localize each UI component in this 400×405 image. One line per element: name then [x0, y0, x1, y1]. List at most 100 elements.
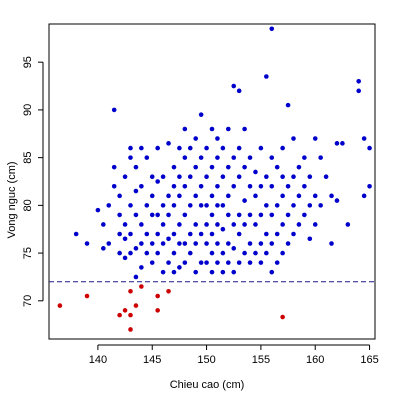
data-point-above [111, 107, 117, 113]
data-point-above [334, 198, 340, 203]
data-point-above [220, 203, 226, 208]
data-point-above [117, 231, 122, 237]
y-axis-label: Vong nguc (cm) [6, 161, 18, 238]
data-point-above [187, 231, 193, 237]
data-point-above [258, 183, 264, 189]
data-point-above [182, 183, 188, 189]
data-point-above [269, 241, 275, 246]
data-point-above [269, 212, 275, 218]
data-point-above [149, 212, 155, 218]
data-point-above [111, 183, 117, 189]
data-point-above [187, 203, 193, 208]
data-point-above [209, 126, 215, 132]
data-point-below [166, 288, 171, 294]
data-point-below [128, 312, 133, 318]
data-point-above [356, 88, 362, 94]
y-tick-label: 70 [22, 295, 34, 307]
data-point-above [133, 188, 139, 194]
data-point-above [236, 88, 242, 94]
data-point-above [215, 136, 220, 141]
data-point-above [269, 183, 275, 189]
data-point-below [57, 303, 63, 308]
data-point-above [226, 241, 231, 246]
data-point-above [166, 212, 171, 218]
data-point-above [177, 222, 182, 227]
data-point-above [253, 169, 258, 175]
data-point-above [139, 265, 144, 270]
data-point-above [274, 260, 280, 265]
data-point-above [220, 250, 226, 256]
data-point-above [258, 212, 264, 218]
data-point-above [84, 241, 90, 246]
data-point-above [177, 193, 182, 199]
data-point-above [291, 231, 296, 237]
data-point-above [231, 222, 237, 227]
data-point-above [182, 241, 188, 246]
data-point-above [187, 145, 193, 151]
data-point-above [187, 250, 193, 256]
data-point-above [204, 241, 209, 246]
x-tick-label: 155 [252, 354, 270, 366]
x-tick-label: 160 [306, 354, 324, 366]
data-point-above [204, 222, 209, 227]
data-point-above [247, 155, 253, 160]
data-point-above [128, 203, 133, 208]
data-point-above [198, 203, 204, 208]
data-point-above [236, 145, 242, 151]
data-point-above [160, 222, 166, 227]
data-point-above [144, 203, 150, 208]
data-point-above [122, 222, 128, 227]
data-point-above [247, 212, 253, 218]
data-point-above [139, 183, 144, 189]
data-point-above [302, 212, 307, 218]
data-point-above [220, 145, 226, 151]
data-point-above [160, 241, 166, 246]
data-point-above [296, 164, 302, 170]
data-point-above [160, 269, 166, 275]
data-point-above [307, 236, 313, 242]
data-point-above [73, 231, 79, 237]
y-tick-label: 85 [22, 152, 34, 164]
data-point-above [280, 250, 285, 256]
data-point-below [139, 284, 144, 289]
data-point-above [177, 265, 182, 270]
data-point-above [291, 203, 296, 208]
data-point-above [128, 231, 133, 237]
data-point-above [274, 164, 280, 170]
data-point-above [133, 274, 139, 280]
data-point-above [182, 155, 188, 160]
data-point-above [291, 136, 296, 141]
data-point-above [209, 212, 215, 218]
data-point-above [144, 231, 150, 237]
data-point-above [269, 269, 275, 275]
data-point-above [247, 260, 253, 265]
data-point-above [274, 203, 280, 208]
data-point-above [264, 203, 269, 208]
data-point-above [209, 269, 215, 275]
data-point-above [226, 260, 231, 265]
data-point-above [204, 203, 209, 208]
data-point-above [258, 260, 264, 265]
data-point-above [253, 250, 258, 256]
data-point-above [155, 212, 160, 218]
data-point-above [280, 174, 285, 180]
data-point-above [312, 222, 318, 227]
data-point-above [367, 183, 372, 189]
data-point-above [177, 241, 182, 246]
data-point-above [215, 203, 220, 208]
data-point-above [198, 231, 204, 237]
y-tick-label: 75 [22, 247, 34, 259]
data-point-above [231, 183, 237, 189]
data-point-above [312, 193, 318, 199]
data-point-above [215, 241, 220, 246]
plot-frame [48, 23, 376, 340]
data-point-above [242, 222, 247, 227]
data-point-above [128, 155, 133, 160]
data-point-above [144, 155, 150, 160]
data-point-above [198, 260, 204, 265]
data-point-above [274, 231, 280, 237]
data-point-above [258, 241, 264, 246]
data-point-above [209, 193, 215, 199]
